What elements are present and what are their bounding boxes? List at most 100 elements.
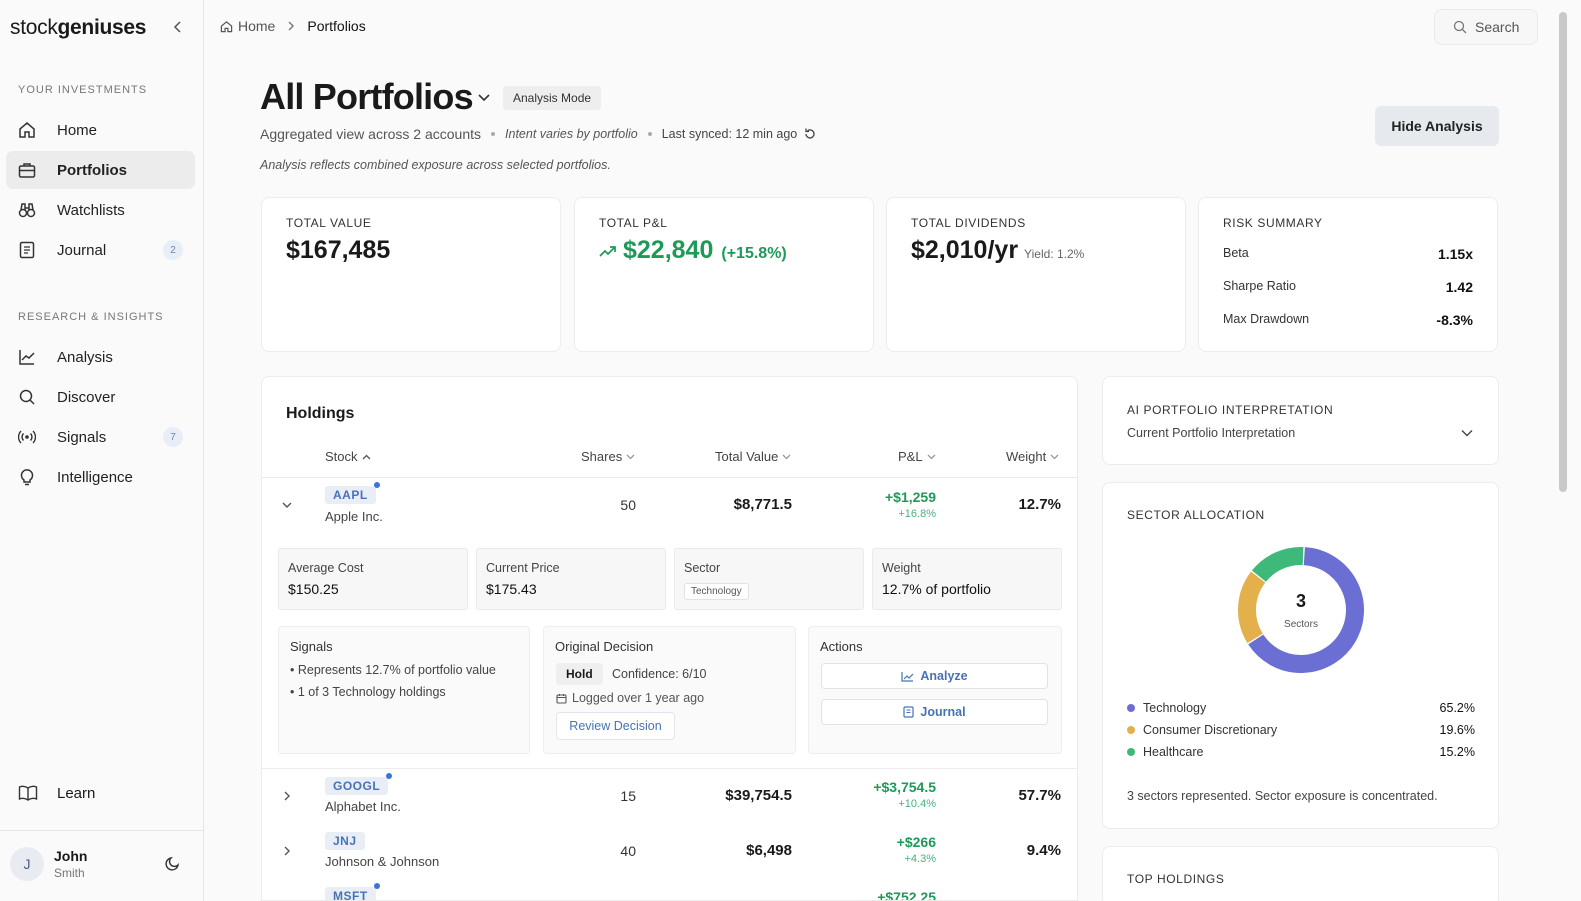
- confidence-text: Confidence: 6/10: [612, 667, 707, 681]
- table-row[interactable]: AAPL Apple Inc. 50 $8,771.5 +$1,259 +16.…: [262, 478, 1077, 768]
- moon-icon[interactable]: [165, 855, 181, 871]
- sidebar-item-analysis[interactable]: Analysis: [6, 338, 195, 376]
- total-value-cell: $39,754.5: [725, 787, 792, 804]
- total-value-cell: $8,771.5: [733, 496, 792, 513]
- sidebar-item-intelligence[interactable]: Intelligence: [6, 458, 195, 496]
- weight-box: Weight 12.7% of portfolio: [872, 548, 1062, 610]
- ticker-badge: MSFT: [325, 883, 380, 900]
- sector-allocation-card: SECTOR ALLOCATION 3 Sectors Technology 65…: [1102, 482, 1499, 829]
- trending-up-icon: [599, 246, 616, 257]
- analyze-button[interactable]: Analyze: [821, 663, 1048, 689]
- sidebar-item-journal[interactable]: Journal 2: [6, 231, 195, 269]
- pnl-cell: +$1,259: [885, 489, 936, 505]
- chart-line-icon: [901, 671, 914, 682]
- user-profile[interactable]: J John Smith: [0, 830, 204, 901]
- search-button[interactable]: Search: [1434, 9, 1538, 45]
- journal-button[interactable]: Journal: [821, 699, 1048, 725]
- analysis-note: Analysis reflects combined exposure acro…: [260, 158, 611, 172]
- legend-item: Healthcare 15.2%: [1127, 745, 1475, 759]
- interpretation-select[interactable]: Current Portfolio Interpretation: [1127, 426, 1296, 440]
- total-pnl-card: TOTAL P&L $22,840 (+15.8%): [574, 197, 874, 352]
- column-pnl[interactable]: P&L: [898, 449, 936, 464]
- company-name: Apple Inc.: [325, 509, 383, 524]
- sidebar-item-label: Home: [57, 121, 98, 139]
- row-divider: [262, 768, 1077, 769]
- review-decision-button[interactable]: Review Decision: [556, 712, 675, 740]
- scrollbar-thumb[interactable]: [1559, 12, 1567, 492]
- page-scrollbar[interactable]: [1556, 0, 1570, 901]
- search-icon: [1453, 20, 1467, 34]
- original-decision-panel: Original Decision Hold Confidence: 6/10 …: [543, 626, 796, 754]
- aggregated-text: Aggregated view across 2 accounts: [260, 126, 482, 142]
- chevron-right-icon[interactable]: [281, 845, 293, 857]
- chevron-down-icon[interactable]: [1461, 429, 1473, 437]
- sector-donut-chart: [1238, 547, 1364, 673]
- sidebar-item-watchlists[interactable]: Watchlists: [6, 191, 195, 229]
- total-pnl-percent: (+15.8%): [721, 245, 787, 262]
- donut-slice-technology: [1248, 547, 1364, 673]
- column-weight[interactable]: Weight: [1006, 449, 1059, 464]
- donut-slice-healthcare: [1251, 547, 1304, 583]
- portfolio-switcher-chevron-icon[interactable]: [476, 92, 492, 104]
- table-row[interactable]: JNJ Johnson & Johnson 40 $6,498 +$266 +4…: [262, 824, 1077, 878]
- card-label: TOTAL P&L: [599, 216, 668, 230]
- intent-text: Intent varies by portfolio: [505, 127, 638, 141]
- sort-chevron-icon: [927, 454, 936, 459]
- sidebar-item-home[interactable]: Home: [6, 111, 195, 149]
- table-row[interactable]: GOOGL Alphabet Inc. 15 $39,754.5 +$3,754…: [262, 769, 1077, 823]
- sidebar-item-portfolios[interactable]: Portfolios: [6, 151, 195, 189]
- total-value: $167,485: [286, 236, 391, 264]
- sort-chevron-icon: [782, 454, 791, 459]
- decision-tag: Hold: [556, 663, 603, 685]
- sidebar-item-discover[interactable]: Discover: [6, 378, 195, 416]
- sort-chevron-icon: [1050, 454, 1059, 459]
- signals-count-badge: 7: [163, 427, 183, 447]
- app-logo[interactable]: stockgeniuses: [10, 16, 147, 39]
- sidebar-item-label: Intelligence: [57, 468, 133, 486]
- column-shares[interactable]: Shares: [581, 449, 635, 464]
- journal-icon: [19, 241, 35, 259]
- collapse-sidebar-icon[interactable]: [170, 18, 186, 36]
- signal-dot: [386, 773, 393, 779]
- journal-icon: [903, 706, 915, 718]
- refresh-icon[interactable]: [803, 127, 817, 141]
- actions-panel: Actions Analyze Journal: [808, 626, 1062, 754]
- pnl-cell: +$752.25: [877, 889, 936, 901]
- sort-asc-icon: [362, 454, 370, 459]
- signals-panel: Signals • Represents 12.7% of portfolio …: [278, 626, 530, 754]
- table-row[interactable]: MSFT +$752.25: [262, 879, 1077, 901]
- ticker-badge: JNJ: [325, 832, 365, 850]
- column-total-value[interactable]: Total Value: [715, 449, 791, 464]
- card-label: TOTAL VALUE: [286, 216, 372, 230]
- weight-cell: 12.7%: [1018, 496, 1061, 513]
- total-value-cell: $6,498: [746, 842, 792, 859]
- breadcrumb: Home Portfolios: [220, 18, 366, 34]
- pnl-cell: +$3,754.5: [873, 779, 936, 795]
- last-synced: Last synced: 12 min ago: [661, 127, 798, 141]
- sidebar-item-signals[interactable]: Signals 7: [6, 418, 195, 456]
- pnl-percent-cell: +10.4%: [898, 798, 936, 810]
- separator-dot: [491, 132, 496, 136]
- avatar[interactable]: J: [10, 847, 44, 881]
- sidebar-item-learn[interactable]: Learn: [6, 774, 195, 812]
- signal-dot: [373, 883, 380, 889]
- chevron-right-icon[interactable]: [281, 790, 293, 802]
- column-stock[interactable]: Stock: [325, 449, 371, 464]
- total-value-card: TOTAL VALUE $167,485: [261, 197, 561, 352]
- hide-analysis-button[interactable]: Hide Analysis: [1375, 106, 1499, 146]
- breadcrumb-home[interactable]: Home: [220, 18, 275, 34]
- sector-count-label: Sectors: [1284, 619, 1318, 630]
- card-label: TOP HOLDINGS: [1127, 872, 1225, 886]
- broadcast-icon: [18, 430, 36, 444]
- pnl-percent-cell: +16.8%: [898, 508, 936, 520]
- chevron-down-icon[interactable]: [281, 499, 293, 511]
- shares-cell: 50: [620, 497, 636, 513]
- total-pnl-value: $22,840: [623, 236, 714, 264]
- legend-item: Consumer Discretionary 19.6%: [1127, 723, 1475, 737]
- chevron-right-icon: [288, 21, 295, 31]
- risk-row-drawdown: Max Drawdown -8.3%: [1223, 312, 1473, 328]
- page-subtitle: Aggregated view across 2 accounts Intent…: [260, 126, 817, 142]
- risk-summary-card: RISK SUMMARY Beta 1.15x Sharpe Ratio 1.42 …: [1198, 197, 1498, 352]
- pnl-cell: +$266: [896, 834, 936, 850]
- total-dividends: $2,010/yr Yield: 1.2%: [911, 236, 1084, 265]
